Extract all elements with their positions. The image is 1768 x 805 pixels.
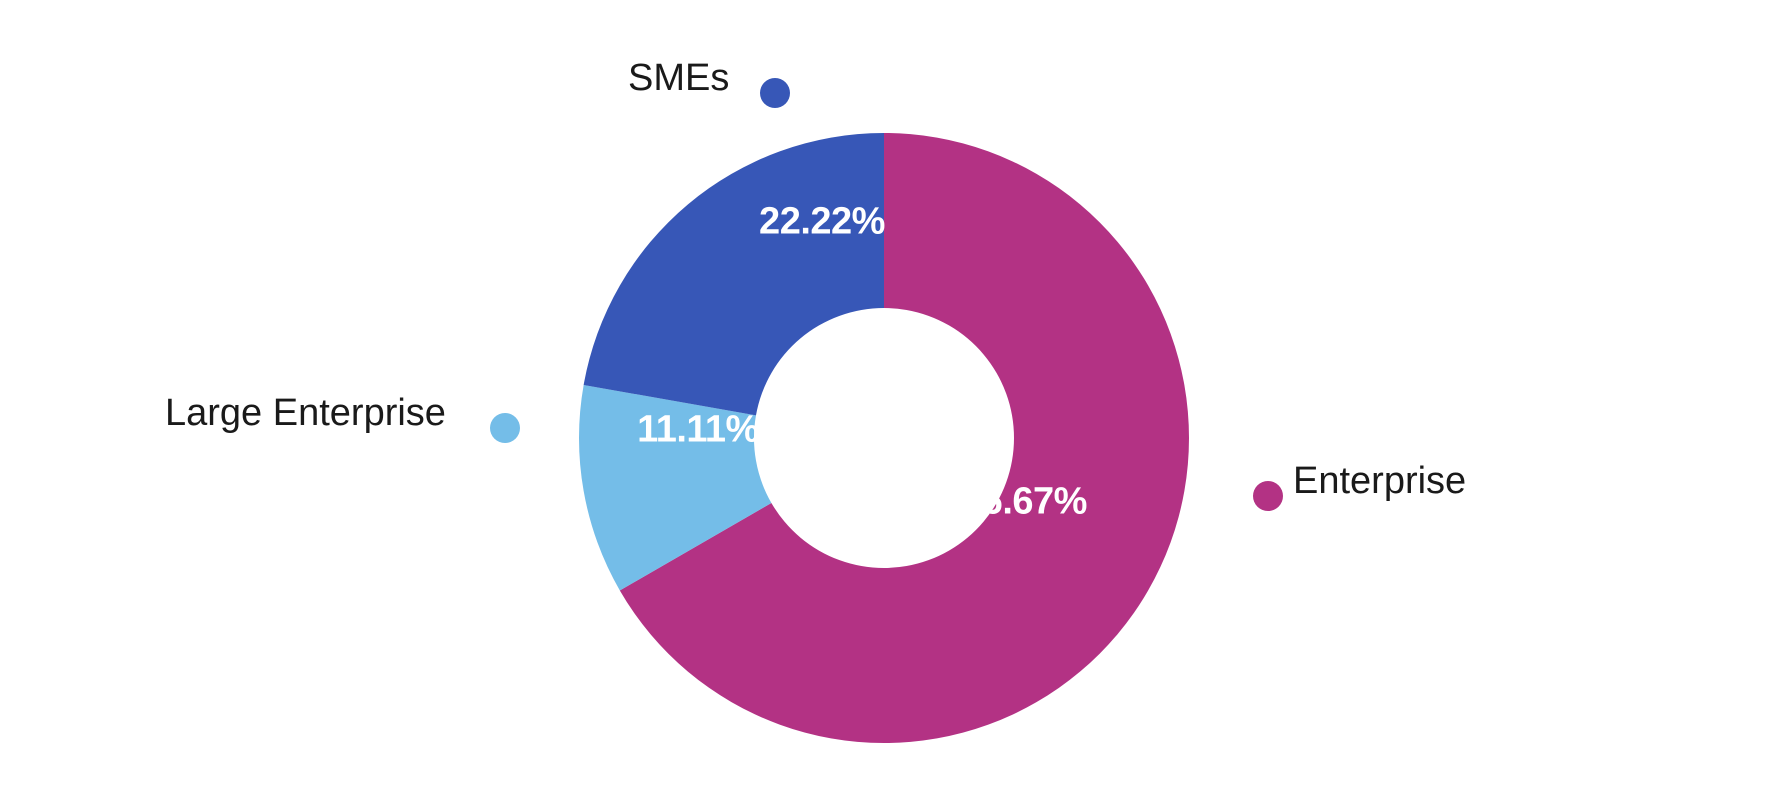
value-label-enterprise: 66.67% bbox=[961, 481, 1087, 524]
value-label-smes: 22.22% bbox=[759, 201, 885, 244]
donut-slice bbox=[584, 133, 884, 415]
legend-dot-enterprise bbox=[1253, 481, 1283, 511]
value-label-large-enterprise: 11.11% bbox=[637, 409, 759, 452]
legend-label-smes: SMEs bbox=[628, 57, 729, 100]
legend-dot-large-enterprise bbox=[490, 413, 520, 443]
legend-label-large-enterprise: Large Enterprise bbox=[165, 392, 446, 435]
chart-stage: Enterprise 66.67% Large Enterprise 11.11… bbox=[0, 0, 1768, 805]
legend-dot-smes bbox=[760, 78, 790, 108]
legend-label-enterprise: Enterprise bbox=[1293, 460, 1466, 503]
